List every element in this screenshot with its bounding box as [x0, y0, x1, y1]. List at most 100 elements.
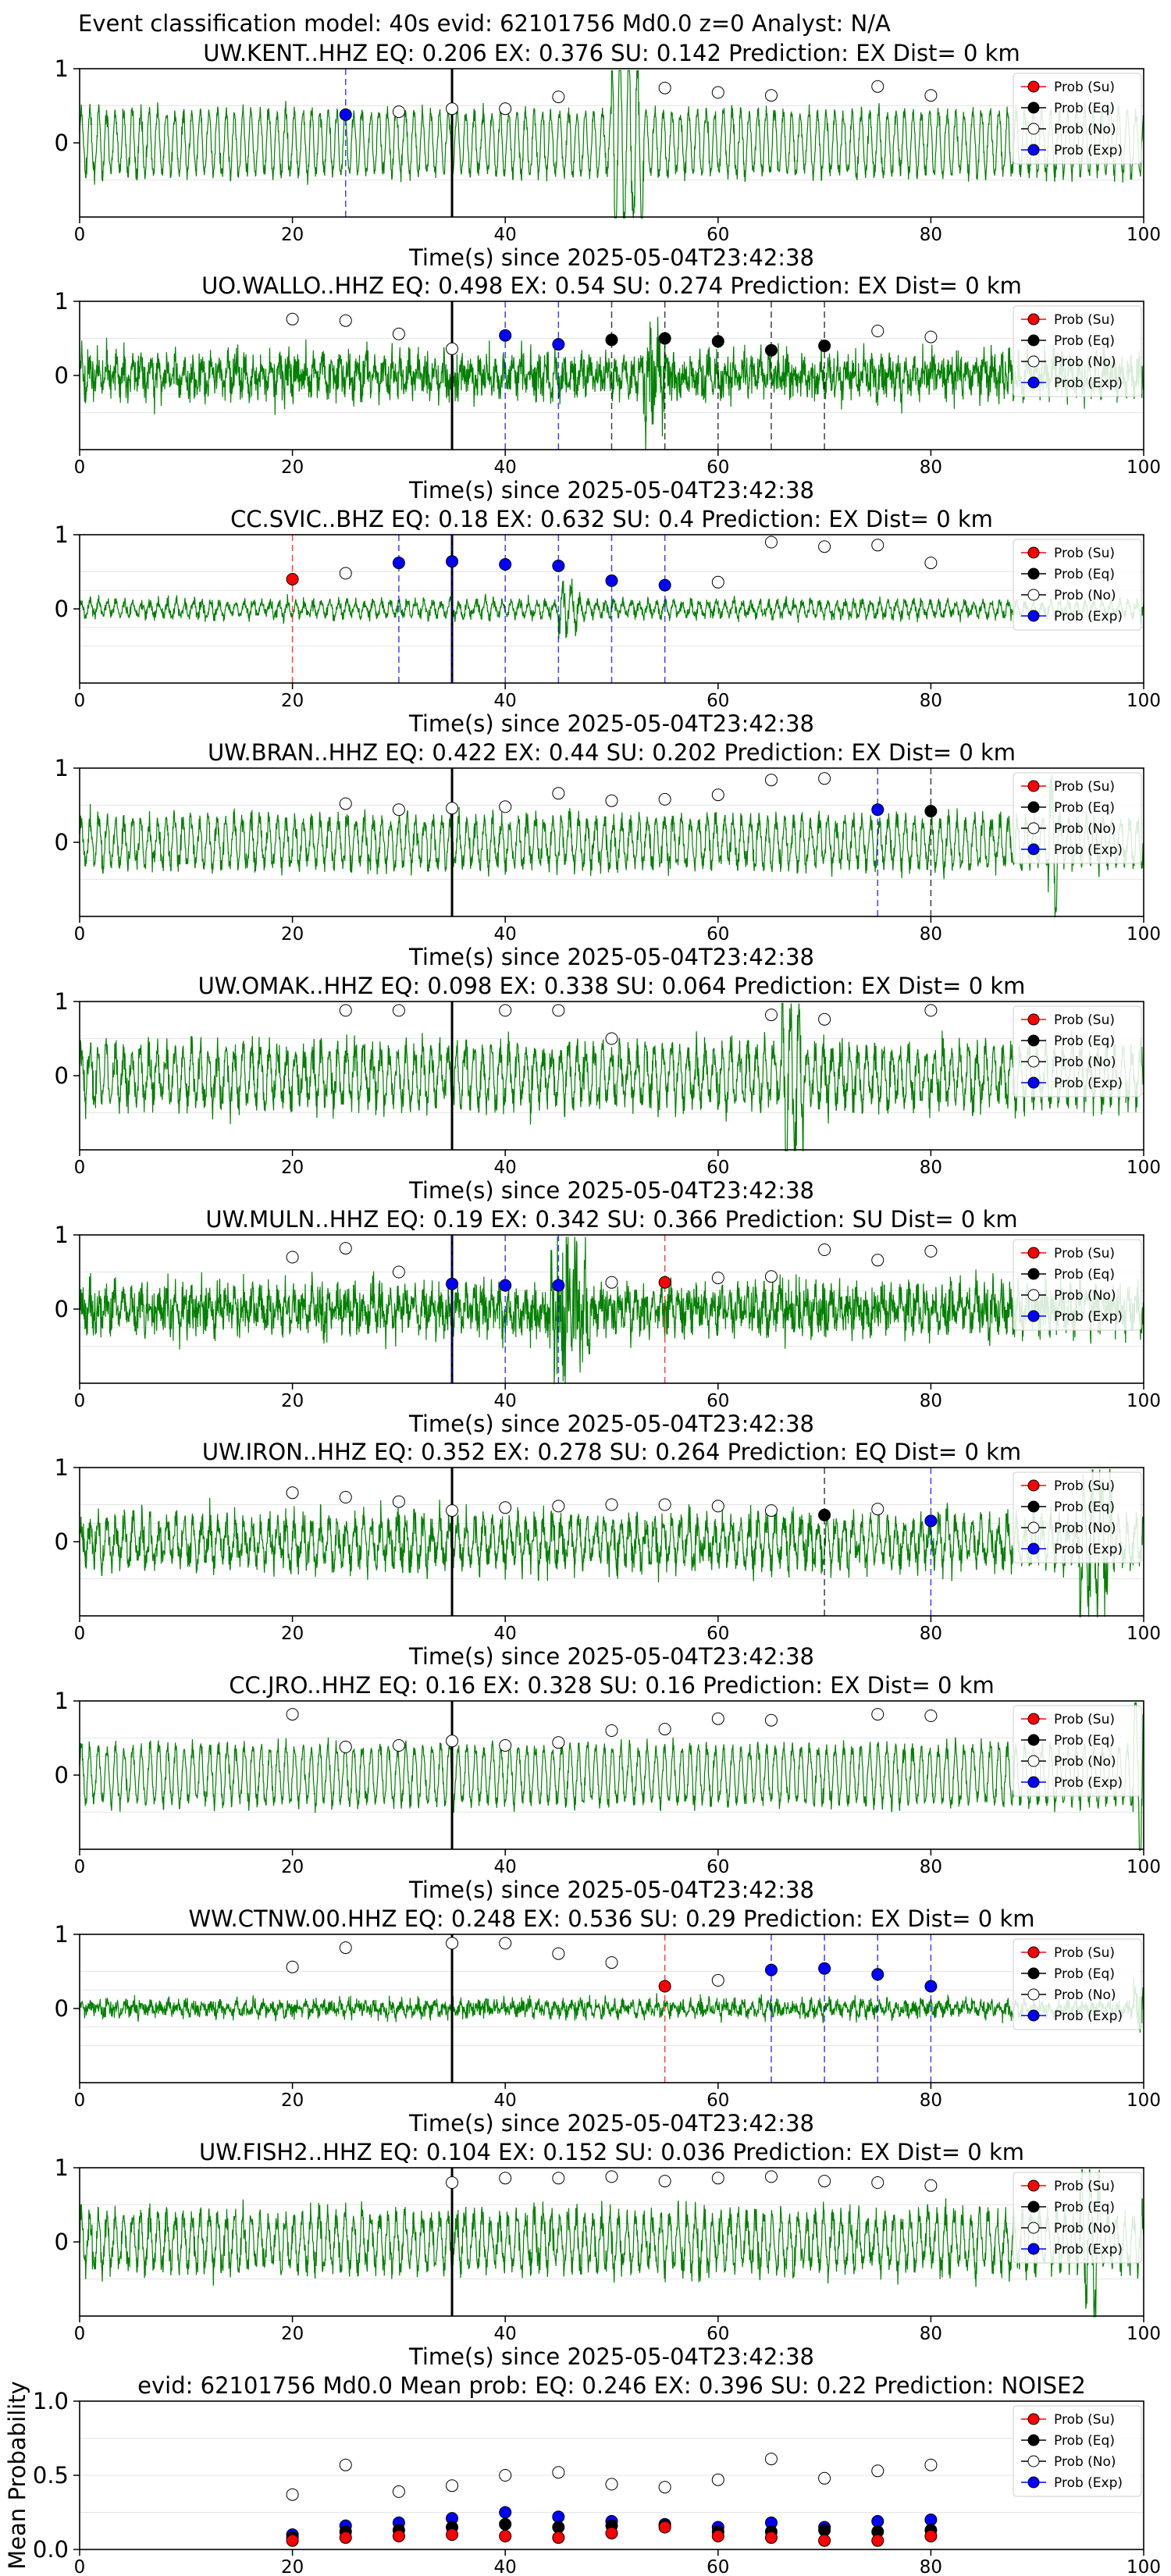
x-tick-label: 100: [1127, 2090, 1161, 2111]
mean-prob-point-exp: [924, 2514, 938, 2526]
legend-marker-exp: [1027, 843, 1040, 856]
legend-marker-no: [1027, 1755, 1040, 1767]
x-tick-label: 40: [494, 2090, 517, 2111]
prob-point-no: [818, 1244, 831, 1256]
waveform-trace: [79, 69, 1144, 219]
prob-point-no: [658, 81, 671, 94]
prob-point-no: [552, 91, 565, 104]
legend-box: [1013, 73, 1142, 165]
prob-point-exp: [499, 1279, 512, 1292]
x-tick-label: 0: [74, 1624, 86, 1644]
legend-label-su: Prob (Su): [1054, 1246, 1115, 1261]
prob-point-no: [552, 1736, 565, 1749]
waveform-trace: [79, 1002, 1144, 1151]
prob-point-no: [711, 2172, 724, 2185]
panel-5: UW.MULN..HHZ EQ: 0.19 EX: 0.342 SU: 0.36…: [55, 1206, 1161, 1437]
x-axis-label: Time(s) since 2025-05-04T23:42:38: [408, 244, 814, 271]
legend-label-no: Prob (No): [1054, 821, 1116, 837]
prob-point-exp: [871, 1968, 884, 1981]
y-tick-label: 0: [55, 1995, 69, 2022]
legend-label-exp: Prob (Exp): [1054, 1309, 1123, 1325]
prob-point-no: [286, 1960, 299, 1973]
legend-marker-exp: [1027, 1310, 1040, 1322]
legend-marker-eq: [1027, 1034, 1040, 1047]
x-tick-label: 20: [281, 1158, 304, 1178]
mean-prob-point-no: [339, 2458, 352, 2471]
y-tick-label: 0: [55, 2229, 69, 2255]
mean-prob-point-su: [552, 2531, 565, 2544]
legend-marker-eq: [1027, 801, 1040, 813]
prob-point-no: [552, 787, 565, 800]
legend-box: [1013, 2405, 1142, 2497]
prob-point-exp: [818, 1962, 831, 1975]
panel-8: WW.CTNW.00.HHZ EQ: 0.248 EX: 0.536 SU: 0…: [55, 1905, 1161, 2137]
prob-point-eq: [764, 343, 778, 357]
legend-label-eq: Prob (Eq): [1054, 101, 1115, 116]
legend-label-no: Prob (No): [1054, 1288, 1116, 1304]
prob-point-no: [818, 772, 831, 785]
prob-point-eq: [605, 333, 618, 347]
x-tick-label: 0: [74, 924, 86, 945]
x-tick-label: 60: [707, 1391, 729, 1411]
x-tick-label: 0: [74, 225, 86, 245]
prob-point-no: [499, 1739, 512, 1752]
legend-box: [1013, 1938, 1142, 2030]
prob-point-no: [499, 1937, 512, 1950]
legend-box: [1013, 305, 1142, 397]
x-tick-label: 0: [74, 1158, 86, 1178]
prob-point-exp: [339, 108, 352, 121]
mean-prob-point-exp: [552, 2510, 565, 2524]
legend-label-exp: Prob (Exp): [1054, 143, 1123, 158]
prob-point-no: [392, 327, 405, 340]
prob-point-no: [286, 1708, 299, 1721]
mean-prob-point-su: [392, 2529, 405, 2542]
legend-label-eq: Prob (Eq): [1054, 1733, 1115, 1749]
panel-title: UW.OMAK..HHZ EQ: 0.098 EX: 0.338 SU: 0.0…: [198, 973, 1026, 999]
legend-box: [1013, 1471, 1142, 1564]
prob-point-no: [871, 1708, 884, 1721]
legend-label-eq: Prob (Eq): [1054, 1267, 1115, 1283]
mean-prob-point-exp: [499, 2506, 512, 2519]
prob-point-no: [552, 1947, 565, 1960]
mean-prob-point-no: [924, 2458, 938, 2471]
x-tick-label: 40: [494, 225, 517, 245]
x-tick-label: 60: [707, 2324, 729, 2344]
panel-title: UW.KENT..HHZ EQ: 0.206 EX: 0.376 SU: 0.1…: [203, 40, 1020, 66]
prob-point-no: [286, 312, 299, 326]
x-tick-label: 0: [74, 1391, 86, 1411]
legend-label-su: Prob (Su): [1054, 546, 1115, 561]
legend-label-eq: Prob (Eq): [1054, 1966, 1115, 1982]
prob-point-no: [392, 1265, 405, 1279]
panel-title: UW.FISH2..HHZ EQ: 0.104 EX: 0.152 SU: 0.…: [199, 2139, 1024, 2165]
prob-point-no: [711, 86, 724, 99]
legend-label-exp: Prob (Exp): [1054, 2242, 1123, 2258]
legend-label-su: Prob (Su): [1054, 2179, 1115, 2194]
panel-1: UO.WALLO..HHZ EQ: 0.498 EX: 0.54 SU: 0.2…: [55, 272, 1161, 503]
prob-point-eq: [924, 805, 938, 818]
prob-point-no: [818, 540, 831, 553]
prob-point-exp: [446, 1277, 459, 1290]
legend-marker-exp: [1027, 2243, 1040, 2255]
mean-prob-point-no: [605, 2478, 618, 2491]
prob-point-exp: [552, 338, 565, 351]
prob-point-no: [924, 1004, 938, 1017]
legend-box: [1013, 2172, 1142, 2264]
mean-prob-point-su: [818, 2534, 831, 2547]
prob-point-no: [658, 2175, 671, 2188]
x-tick-label: 80: [920, 225, 942, 245]
x-tick-label: 100: [1127, 1391, 1161, 1411]
panel-title: UO.WALLO..HHZ EQ: 0.498 EX: 0.54 SU: 0.2…: [201, 272, 1022, 299]
prob-point-no: [711, 788, 724, 802]
prob-point-no: [605, 1498, 618, 1511]
legend-label-no: Prob (No): [1054, 354, 1116, 370]
x-tick-label: 60: [707, 691, 729, 711]
prob-point-no: [924, 330, 938, 343]
prob-point-no: [499, 1501, 512, 1514]
legend-marker-su: [1027, 1479, 1040, 1492]
legend-label-eq: Prob (Eq): [1054, 2433, 1115, 2449]
y-tick-label: 0.5: [33, 2462, 69, 2489]
prob-point-no: [552, 1004, 565, 1017]
mean-prob-point-su: [764, 2531, 778, 2544]
x-tick-label: 80: [920, 924, 942, 945]
x-tick-label: 20: [281, 2324, 304, 2344]
